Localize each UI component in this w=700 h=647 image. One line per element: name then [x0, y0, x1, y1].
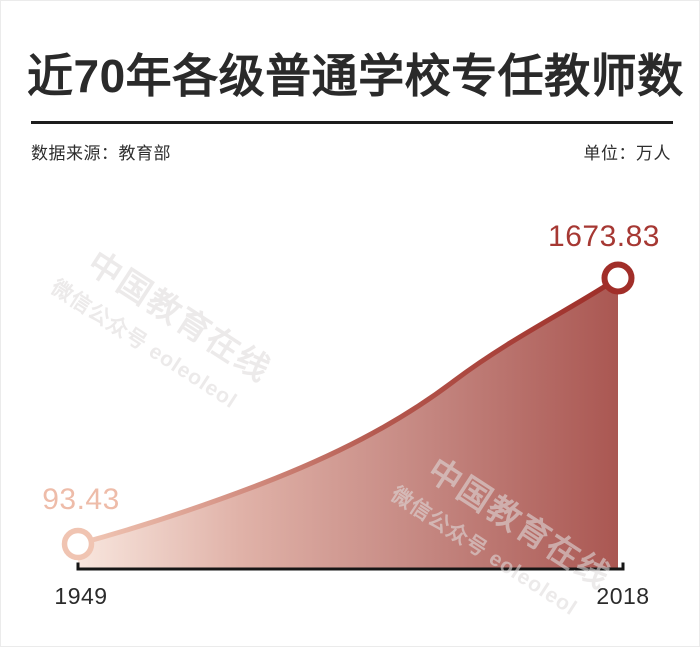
page-title: 近70年各级普通学校专任教师数	[27, 50, 684, 102]
end-value-label: 1673.83	[548, 220, 660, 253]
unit-label: 单位：万人	[583, 144, 671, 163]
data-point-start	[61, 527, 95, 561]
x-tick-2018: 2018	[596, 583, 650, 609]
x-tick-1949: 1949	[54, 583, 108, 609]
data-source-label: 数据来源：教育部	[31, 144, 171, 163]
area-fill	[78, 278, 618, 568]
meta-row: 数据来源：教育部 单位：万人	[31, 139, 671, 164]
trend-line	[75, 275, 621, 547]
title-divider	[31, 121, 673, 124]
data-point-end	[601, 261, 635, 295]
start-value-label: 93.43	[42, 483, 120, 516]
x-axis	[76, 562, 625, 571]
